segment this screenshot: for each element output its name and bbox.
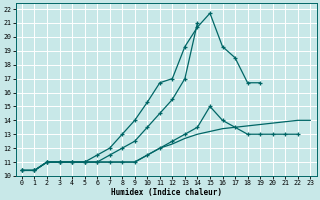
X-axis label: Humidex (Indice chaleur): Humidex (Indice chaleur)	[111, 188, 221, 197]
